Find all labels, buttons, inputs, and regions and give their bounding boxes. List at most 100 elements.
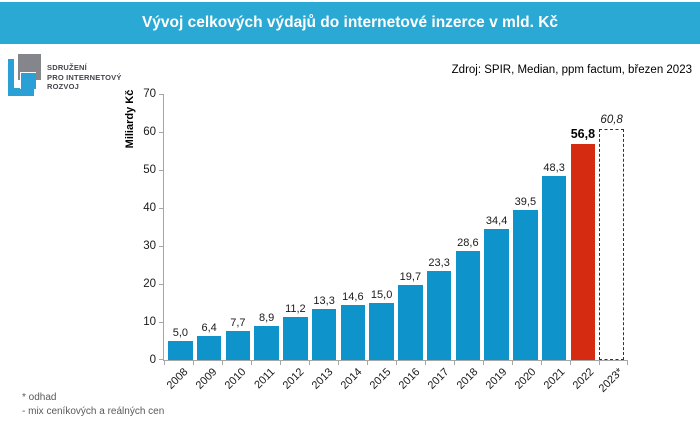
bar-value-label: 48,3 <box>543 162 565 175</box>
x-axis-tick-mark <box>164 360 165 365</box>
logo-blue-vertical-bar <box>8 59 14 96</box>
bar-2020: 39,5 <box>513 196 538 360</box>
y-axis-tick-label: 10 <box>143 316 156 328</box>
chart-title: Vývoj celkových výdajů do internetové in… <box>141 14 559 31</box>
logo-text-line-1: SDRUŽENÍ <box>47 63 87 72</box>
bar-slot-2014: 14,6 <box>339 94 368 360</box>
bar-2012: 11,2 <box>283 303 308 360</box>
x-axis-label-2015: 2015 <box>367 366 394 392</box>
x-axis-tick-mark <box>280 360 281 365</box>
y-axis-tick-label: 70 <box>143 88 156 100</box>
x-axis-label-2009: 2009 <box>193 366 220 392</box>
y-axis-tick-label: 0 <box>149 354 156 366</box>
bar-value-label: 56,8 <box>570 127 596 142</box>
x-axis-tick-mark <box>483 360 484 365</box>
x-axis-tick-mark <box>570 360 571 365</box>
bar-2013: 13,3 <box>311 295 337 360</box>
footnote-odhad: * odhad <box>22 392 57 403</box>
y-axis-tick-label: 40 <box>143 202 156 214</box>
y-axis-tick-mark <box>159 284 164 285</box>
logo-text-line-3: ROZVOJ <box>47 82 80 92</box>
y-axis-tick-mark <box>159 359 164 360</box>
bar-slot-2009: 6,4 <box>195 94 224 360</box>
logo-blue-square <box>20 72 36 89</box>
y-axis-tick-label: 20 <box>143 278 156 290</box>
logo-blue-bottom-bar <box>8 88 34 96</box>
bar-slot-2016: 19,7 <box>396 94 425 360</box>
bar-slot-2017: 23,3 <box>425 94 454 360</box>
x-axis-label-2016: 2016 <box>396 366 423 392</box>
source-note: Zdroj: SPIR, Median, ppm factum, březen … <box>451 64 692 76</box>
bar-value-label: 60,8 <box>600 113 623 126</box>
bar-slot-2023*: 60,8 <box>597 94 626 360</box>
footnote-mix: - mix ceníkových a reálných cen <box>22 406 165 417</box>
bar-2023*: 60,8 <box>599 114 624 360</box>
y-axis-tick-mark <box>159 322 164 323</box>
bar-slot-2020: 39,5 <box>511 94 540 360</box>
bar-slot-2008: 5,0 <box>166 94 195 360</box>
x-axis-tick-mark <box>309 360 310 365</box>
bar-value-label: 7,7 <box>230 316 246 329</box>
bar-slot-2010: 7,7 <box>224 94 253 360</box>
y-axis-tick-label: 30 <box>143 239 156 252</box>
x-axis-label-2020: 2020 <box>512 366 539 392</box>
y-axis-tick-mark <box>159 169 164 171</box>
x-axis-tick-mark <box>454 360 455 365</box>
x-axis-label-2021: 2021 <box>542 366 568 392</box>
bar-2011: 8,9 <box>254 312 279 360</box>
bar-value-label: 11,2 <box>285 303 306 316</box>
bar-value-label: 19,7 <box>399 271 422 284</box>
y-axis-tick-label: 50 <box>143 163 156 176</box>
x-axis-label-2012: 2012 <box>280 366 307 392</box>
bar-slot-2022: 56,8 <box>569 94 598 360</box>
bar-2017: 23,3 <box>426 257 452 360</box>
bar-value-label: 14,6 <box>342 290 364 303</box>
spir-logo: SDRUŽENÍ PRO INTERNETOVÝ ROZVOJ <box>8 54 122 96</box>
bar-value-label: 8,9 <box>258 312 275 325</box>
y-axis-tick-mark <box>159 245 164 247</box>
bar-value-label: 34,4 <box>485 215 508 228</box>
bar-slot-2012: 11,2 <box>281 94 310 360</box>
bar-slot-2011: 8,9 <box>252 94 281 360</box>
bar-2010: 7,7 <box>225 317 251 360</box>
x-axis-labels: 2008 2009 2010 2011 2012 2013 2014 2015 2016 2017… <box>163 363 628 405</box>
bar-value-label: 15,0 <box>370 289 393 301</box>
logo-text-line-2: PRO INTERNETOVÝ <box>47 72 122 82</box>
x-axis-label-2010: 2010 <box>222 366 249 392</box>
bar-2009: 6,4 <box>196 322 222 360</box>
x-axis-tick-mark <box>425 360 426 365</box>
x-axis-tick-mark <box>222 360 223 365</box>
bar-2016: 19,7 <box>398 271 423 360</box>
x-axis-tick-mark <box>541 360 542 365</box>
bar-slot-2019: 34,4 <box>482 94 511 360</box>
x-axis-label-2013: 2013 <box>309 366 336 392</box>
bars: 5,0 6,4 7,7 8,9 11,2 13,3 14,6 15,0 19,7 23,3 28,6… <box>164 94 628 360</box>
bar-2015: 15,0 <box>369 289 394 360</box>
x-axis-label-2023*: 2023* <box>597 366 626 395</box>
y-axis-tick-mark <box>159 131 164 133</box>
bar-2008: 5,0 <box>168 327 193 360</box>
bar-slot-2018: 28,6 <box>454 94 483 360</box>
y-axis-tick-mark <box>159 94 164 95</box>
x-axis-label-2019: 2019 <box>483 366 510 392</box>
bar-2019: 34,4 <box>484 215 509 360</box>
bar-value-label: 5,0 <box>172 327 189 339</box>
x-axis-tick-mark <box>396 360 397 365</box>
x-axis-tick-mark <box>338 360 339 365</box>
bar-value-label: 28,6 <box>457 237 479 250</box>
bar-value-label: 13,3 <box>313 295 335 308</box>
x-axis-label-2018: 2018 <box>454 366 481 392</box>
y-axis-tick-label: 60 <box>143 125 156 138</box>
x-axis-label-2014: 2014 <box>338 366 365 392</box>
x-axis-tick-mark <box>599 360 600 365</box>
x-axis-tick-mark <box>512 360 513 365</box>
x-axis-tick-mark <box>193 360 194 365</box>
y-axis-tick-mark <box>159 208 164 209</box>
x-axis-tick-mark <box>251 360 252 365</box>
spir-logo-text: SDRUŽENÍ PRO INTERNETOVÝ ROZVOJ <box>47 54 122 96</box>
x-axis-label-2017: 2017 <box>425 366 452 392</box>
bar-slot-2015: 15,0 <box>367 94 396 360</box>
x-axis-label-2008: 2008 <box>164 366 191 392</box>
footnotes: * odhad - mix ceníkových a reálných cen <box>22 391 164 419</box>
